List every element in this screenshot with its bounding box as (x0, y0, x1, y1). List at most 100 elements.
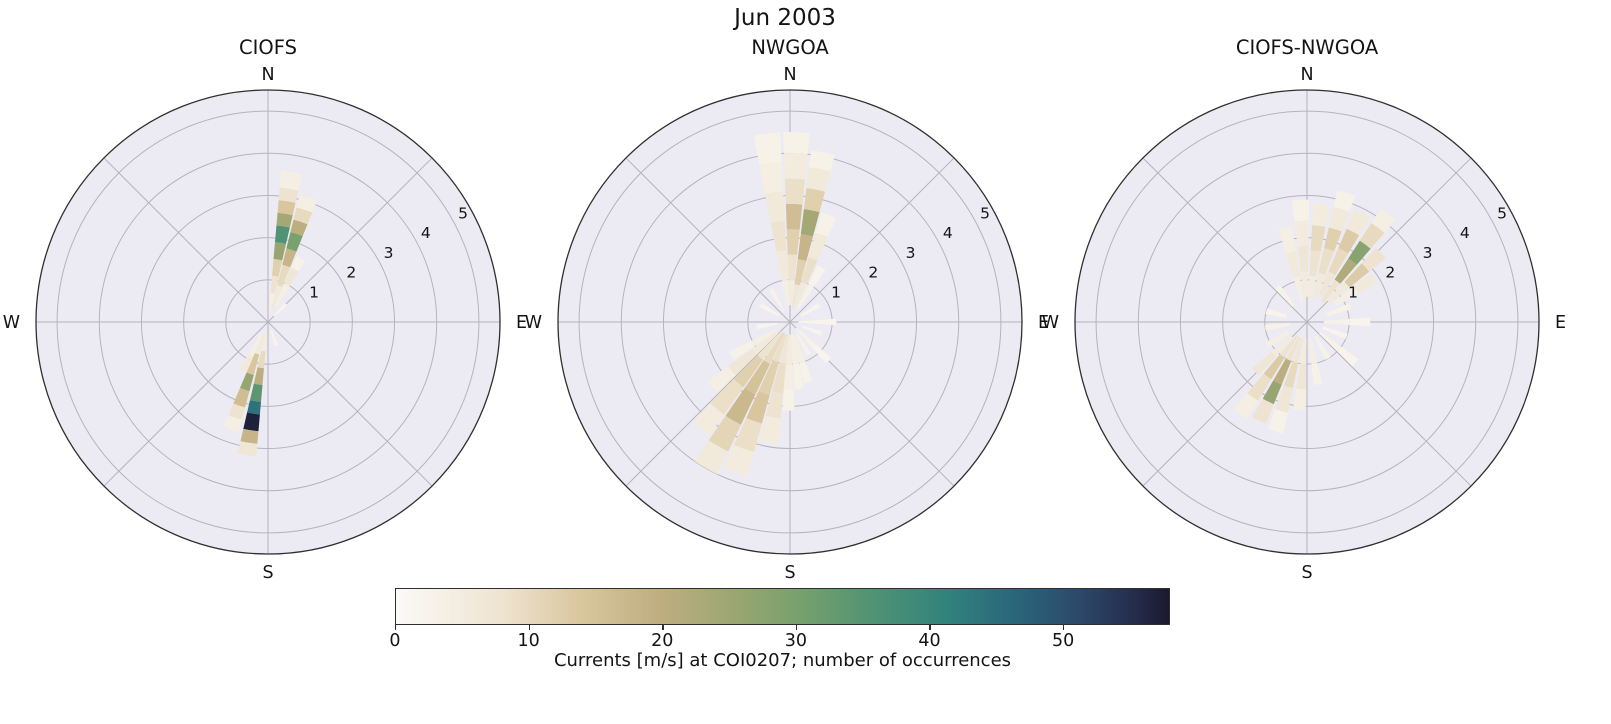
rose-petal-segment (797, 284, 814, 309)
rose-petal-segment (787, 254, 798, 281)
rose-petal-segment (1344, 263, 1370, 288)
rose-petal-segment (776, 250, 788, 281)
rose-petal-segment (1349, 317, 1371, 327)
rose-petal-segment (759, 161, 784, 194)
rose-petal-segment (277, 200, 296, 216)
rose-petal-segment (1292, 337, 1304, 364)
rose-petal-segment (1294, 220, 1309, 247)
rose-petal-segment (1265, 331, 1290, 348)
direction-label-n: N (783, 65, 796, 85)
rose-petal-segment (779, 334, 789, 364)
rose-petal-segment (268, 292, 275, 314)
rose-petal-segment (782, 389, 795, 411)
rose-petal-segment (792, 333, 806, 364)
direction-label-w: W (525, 313, 542, 333)
rose-petal-segment (1292, 199, 1310, 222)
rose-petal-segment (1247, 373, 1272, 401)
grid-spoke (1142, 157, 1308, 323)
rose-petal-segment (1283, 361, 1299, 389)
rose-petal-segment (228, 403, 246, 420)
rose-petal-segment (1279, 334, 1299, 358)
rose-petal-segment (1319, 331, 1342, 352)
rose-petal-segment (276, 212, 293, 228)
rose-petal-segment (819, 318, 837, 326)
rose-petal-segment (273, 302, 288, 317)
rose-petal-segment (788, 279, 795, 306)
rose-petal-segment (799, 361, 813, 384)
radial-tick-label: 4 (943, 224, 953, 242)
rose-petal-segment (759, 303, 780, 317)
rose-petal-segment (692, 403, 724, 436)
radial-tick-label: 5 (980, 204, 990, 222)
rose-petal-segment (1268, 409, 1288, 434)
rose-petal-segment (1297, 246, 1309, 272)
rose-petal-segment (797, 234, 813, 261)
grid-spoke (103, 321, 269, 487)
rose-petal-segment (1312, 204, 1330, 227)
rose-petal-segment (772, 333, 787, 363)
rose-petal-segment (765, 191, 785, 223)
rose-petal-segment (1334, 258, 1357, 284)
rose-petal-segment (240, 428, 259, 444)
rose-petal-segment (800, 208, 820, 237)
rose-petal-segment (1312, 272, 1326, 299)
radial-tick-label: 1 (1348, 284, 1358, 302)
rose-petal-segment (1275, 385, 1293, 413)
colorbar-label: Currents [m/s] at COI0207; number of occ… (553, 650, 1012, 671)
rose-petal-segment (1328, 206, 1350, 232)
rose-petal-segment (725, 388, 756, 425)
grid-spoke (267, 157, 433, 323)
rose-petal-segment (765, 391, 784, 419)
rose-petal-segment (728, 348, 757, 376)
rose-petal-segment (1308, 338, 1318, 364)
rose-petal-segment (752, 331, 778, 355)
colorbar (395, 588, 1170, 625)
rose-petal-segment (785, 203, 803, 230)
direction-label-w: W (1042, 313, 1059, 333)
rose-petal-segment (1265, 308, 1288, 318)
rose-petal-segment (1264, 323, 1291, 331)
grid-spoke (267, 321, 433, 487)
rose-petal-segment (786, 229, 800, 255)
colorbar-tick-label: 20 (651, 631, 674, 651)
rose-petal-segment (246, 353, 260, 375)
direction-label-n: N (261, 65, 274, 85)
rose-petal-segment (808, 265, 826, 288)
radial-tick-label: 1 (831, 284, 841, 302)
rose-petal-segment (795, 332, 812, 357)
subplot-title-ciofs: CIOFS (239, 36, 297, 59)
rose-petal-segment (1318, 271, 1336, 297)
colorbar-tick-label: 50 (1051, 631, 1075, 651)
colorbar-tick-label: 40 (918, 631, 941, 651)
rose-petal-segment (752, 329, 777, 346)
rose-petal-segment (284, 267, 299, 286)
rose-petal-segment (1328, 248, 1349, 275)
rose-petal-segment (707, 366, 736, 393)
rose-petal-segment (249, 383, 263, 402)
rose-petal-segment (1359, 222, 1385, 249)
direction-label-s: S (1301, 563, 1312, 583)
rose-petal-segment (1323, 319, 1350, 325)
direction-label-e: E (516, 313, 527, 333)
rose-petal-segment (293, 207, 313, 225)
rose-petal-segment (808, 232, 828, 261)
rose-petal-segment (694, 440, 729, 475)
rose-petal-segment (291, 255, 305, 272)
rose-subplot-2: 1 2 3 4 5 N E S W (1042, 65, 1566, 583)
rose-canvas: 1 2 3 4 5 N E S W 1 2 3 4 5 N E S W 1 2 3 4 5 N E S W (3, 65, 1566, 583)
rose-petal-segment (790, 334, 799, 365)
colorbar-tick-mark (929, 625, 931, 630)
rose-petal-segment (277, 264, 291, 287)
rose-petal-segment (1286, 251, 1300, 278)
grid-spoke (789, 157, 955, 323)
rose-petal-segment (784, 153, 808, 180)
rose-petal-segment (794, 259, 807, 286)
colorbar-tick-mark (662, 625, 664, 630)
radial-tick-label: 4 (1460, 224, 1470, 242)
rose-petal-segment (801, 257, 818, 284)
rose-petal-segment (723, 444, 754, 477)
rose-petal-segment (1263, 354, 1285, 380)
rose-petal-segment (1338, 228, 1360, 254)
subplot-title-nwgoa: NWGOA (751, 36, 829, 59)
rose-petal-segment (271, 285, 283, 311)
